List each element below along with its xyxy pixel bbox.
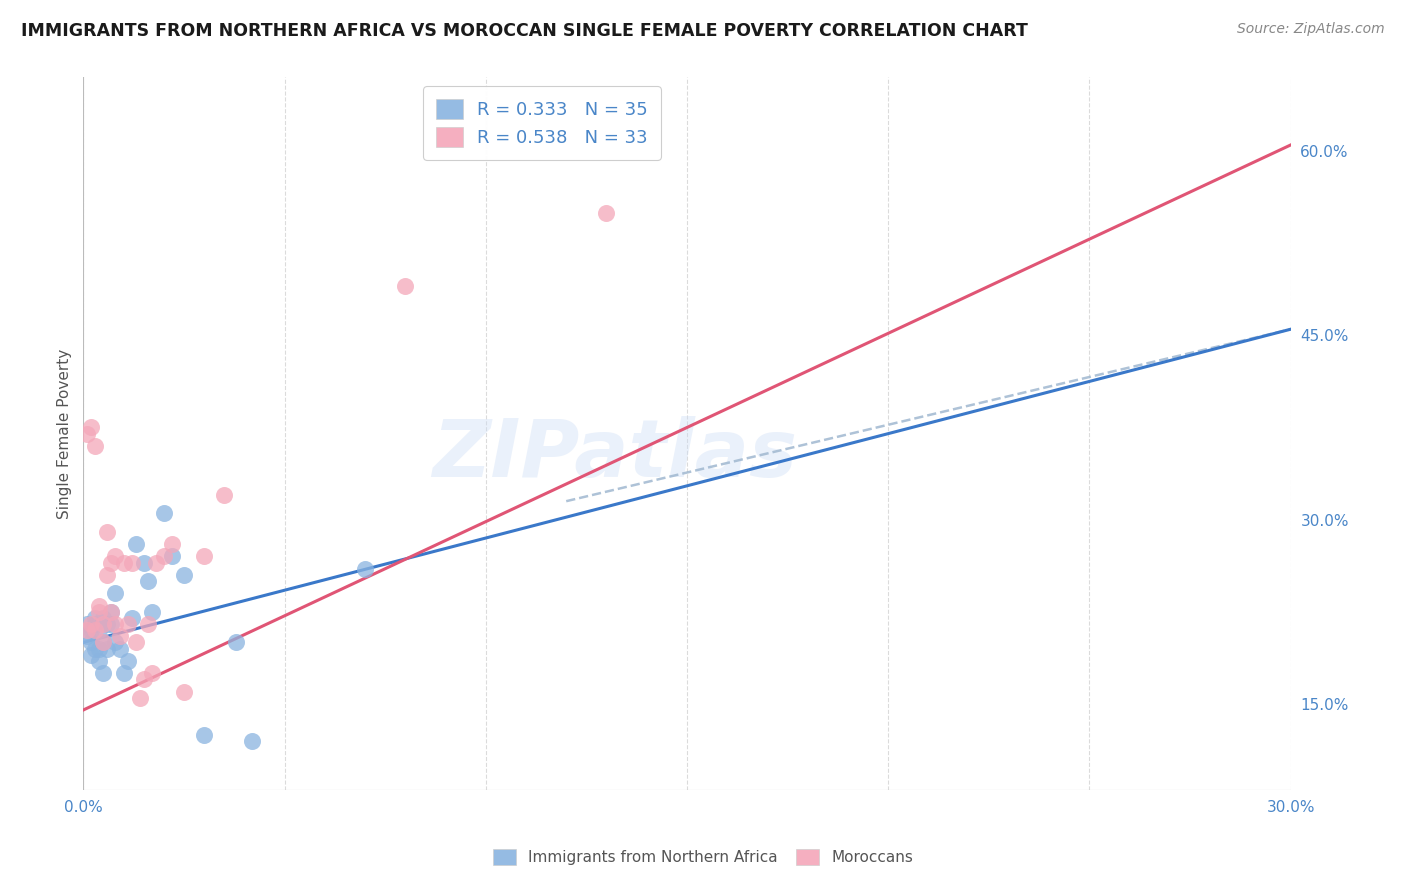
Point	[104, 617, 127, 632]
Point	[354, 562, 377, 576]
Point	[145, 556, 167, 570]
Point	[173, 684, 195, 698]
Point	[124, 537, 146, 551]
Point	[80, 648, 103, 662]
Point	[193, 728, 215, 742]
Point	[112, 556, 135, 570]
Text: IMMIGRANTS FROM NORTHERN AFRICA VS MOROCCAN SINGLE FEMALE POVERTY CORRELATION CH: IMMIGRANTS FROM NORTHERN AFRICA VS MOROC…	[21, 22, 1028, 40]
Point	[84, 641, 107, 656]
Point	[96, 524, 118, 539]
Point	[93, 617, 115, 632]
Point	[152, 549, 174, 564]
Point	[100, 605, 122, 619]
Point	[112, 666, 135, 681]
Point	[89, 654, 111, 668]
Point	[136, 574, 159, 588]
Point	[89, 623, 111, 637]
Point	[93, 666, 115, 681]
Text: Source: ZipAtlas.com: Source: ZipAtlas.com	[1237, 22, 1385, 37]
Text: ZIPatlas: ZIPatlas	[432, 416, 797, 494]
Point	[141, 666, 163, 681]
Point	[108, 641, 131, 656]
Point	[595, 205, 617, 219]
Point	[394, 279, 416, 293]
Point	[121, 556, 143, 570]
Point	[76, 617, 98, 632]
Point	[124, 635, 146, 649]
Point	[80, 617, 103, 632]
Point	[76, 623, 98, 637]
Point	[212, 488, 235, 502]
Point	[160, 537, 183, 551]
Point	[121, 611, 143, 625]
Point	[93, 635, 115, 649]
Point	[117, 654, 139, 668]
Point	[240, 733, 263, 747]
Point	[132, 556, 155, 570]
Point	[136, 617, 159, 632]
Point	[96, 641, 118, 656]
Point	[80, 623, 103, 637]
Legend: Immigrants from Northern Africa, Moroccans: Immigrants from Northern Africa, Morocca…	[486, 843, 920, 871]
Point	[89, 599, 111, 613]
Point	[84, 617, 107, 632]
Point	[104, 586, 127, 600]
Point	[93, 611, 115, 625]
Y-axis label: Single Female Poverty: Single Female Poverty	[58, 349, 72, 519]
Point	[93, 635, 115, 649]
Point	[141, 605, 163, 619]
Point	[84, 439, 107, 453]
Legend: R = 0.333   N = 35, R = 0.538   N = 33: R = 0.333 N = 35, R = 0.538 N = 33	[423, 87, 661, 160]
Point	[173, 567, 195, 582]
Point	[89, 641, 111, 656]
Point	[193, 549, 215, 564]
Point	[108, 629, 131, 643]
Point	[160, 549, 183, 564]
Point	[76, 629, 98, 643]
Point	[104, 549, 127, 564]
Point	[152, 507, 174, 521]
Point	[96, 567, 118, 582]
Point	[132, 673, 155, 687]
Point	[76, 426, 98, 441]
Point	[80, 420, 103, 434]
Point	[128, 690, 150, 705]
Point	[100, 556, 122, 570]
Point	[100, 605, 122, 619]
Point	[100, 617, 122, 632]
Point	[104, 635, 127, 649]
Point	[84, 623, 107, 637]
Point	[225, 635, 247, 649]
Point	[84, 611, 107, 625]
Point	[117, 617, 139, 632]
Point	[96, 617, 118, 632]
Point	[89, 605, 111, 619]
Point	[80, 635, 103, 649]
